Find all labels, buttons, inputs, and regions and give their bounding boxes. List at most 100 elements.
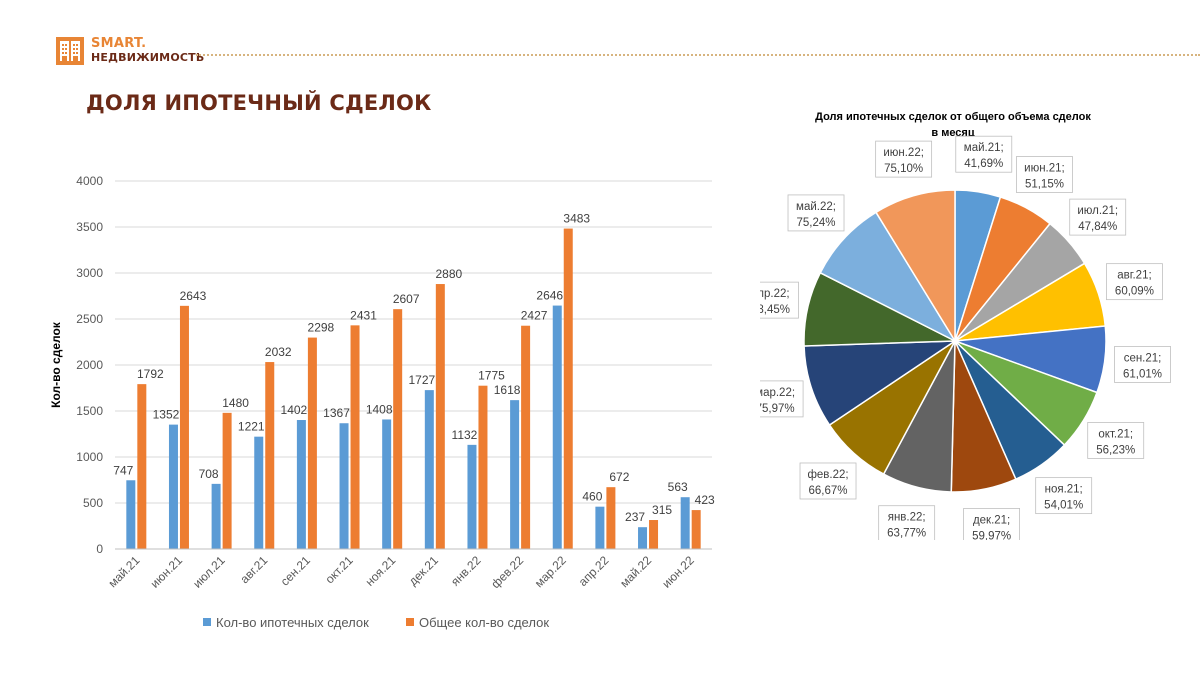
- pie-label-percent: 51,15%: [1025, 179, 1064, 191]
- pie-data-label: апр.22; 68,45%: [760, 281, 799, 319]
- pie-label-box: [760, 281, 799, 319]
- pie-data-label: июн.22; 75,10%: [875, 140, 933, 178]
- y-tick-label: 3500: [76, 220, 103, 234]
- pie-label-percent: 66,67%: [809, 485, 848, 497]
- pie-label-box: [1114, 346, 1171, 383]
- page-title: ДОЛЯ ИПОТЕЧНЫЙ СДЕЛОК: [86, 91, 432, 115]
- bar-total: [691, 510, 701, 549]
- pie-label-box: [1035, 477, 1093, 515]
- bar-mortgage: [680, 497, 690, 549]
- y-tick-label: 1500: [76, 404, 103, 418]
- bar-total: [307, 337, 317, 549]
- x-tick-label: фев.22: [488, 553, 526, 591]
- legend: Кол-во ипотечных сделок Общее кол-во сдел…: [203, 615, 549, 630]
- data-label-mortgage: 1132: [452, 428, 478, 442]
- data-label-mortgage: 1408: [366, 402, 393, 416]
- pie-label-month: июл.21;: [1077, 205, 1118, 217]
- y-tick-label: 2000: [76, 358, 103, 372]
- pie-slice: [819, 211, 958, 343]
- pie-label-month: дек.21;: [973, 514, 1010, 526]
- pie-label-percent: 75,10%: [884, 163, 923, 175]
- pie-data-label: авг.21; 60,09%: [1106, 263, 1163, 301]
- pie-data-label: ноя.21; 54,01%: [1035, 477, 1093, 515]
- data-label-total: 2607: [393, 292, 420, 306]
- pie-label-box: [799, 462, 857, 500]
- bar-total: [649, 520, 659, 549]
- pie-label-box: [1016, 156, 1073, 193]
- pie-label-month: янв.22;: [888, 512, 926, 524]
- logo-subtitle: НЕДВИЖИМОСТЬ: [91, 51, 205, 64]
- data-label-total: 1792: [137, 367, 164, 381]
- pie-label-percent: 56,23%: [1096, 444, 1135, 456]
- legend-label: Кол-во ипотечных сделок: [216, 615, 369, 630]
- bar-total: [222, 412, 232, 549]
- pie-label-month: июн.22;: [883, 147, 924, 159]
- x-tick-label: апр.22: [576, 553, 612, 589]
- x-tick-label: май.21: [105, 553, 142, 590]
- pie-label-percent: 41,69%: [964, 158, 1003, 170]
- pie-label-percent: 61,01%: [1123, 368, 1162, 380]
- pie-data-label: июн.21; 51,15%: [1016, 156, 1073, 193]
- pie-data-label: сен.21; 61,01%: [1114, 346, 1171, 383]
- bar-mortgage: [638, 527, 648, 549]
- building-icon: [56, 37, 84, 65]
- pie-data-label: мар.22; 75,97%: [760, 380, 804, 418]
- bar-mortgage: [339, 423, 349, 549]
- y-tick-label: 1000: [76, 450, 103, 464]
- pie-chart: Доля ипотечных сделок от общего объема с…: [760, 111, 1171, 540]
- x-tick-label: янв.22: [448, 553, 484, 589]
- bar-mortgage: [510, 400, 520, 549]
- y-tick-label: 2500: [76, 312, 103, 326]
- x-tick-label: ноя.21: [363, 553, 399, 589]
- pie-data-label: май.21; 41,69%: [955, 135, 1013, 173]
- data-label-mortgage: 563: [668, 480, 688, 494]
- bar-mortgage: [552, 305, 562, 549]
- x-tick-label: июн.21: [148, 553, 186, 591]
- data-label-total: 3483: [563, 212, 590, 226]
- data-label-total: 2298: [308, 321, 335, 335]
- pie-data-label: май.22; 75,24%: [787, 194, 845, 232]
- pie-data-label: окт.21; 56,23%: [1087, 422, 1145, 459]
- data-label-mortgage: 1367: [323, 406, 350, 420]
- pie-label-percent: 75,97%: [760, 403, 795, 415]
- x-tick-label: окт.21: [322, 553, 355, 586]
- y-tick-label: 500: [83, 496, 103, 510]
- pie-label-month: май.22;: [796, 201, 836, 213]
- bar-total: [179, 305, 189, 549]
- pie-label-month: май.21;: [964, 142, 1004, 154]
- data-label-mortgage: 747: [113, 463, 133, 477]
- logo: SMART. НЕДВИЖИМОСТЬ: [56, 37, 204, 65]
- pie-label-month: ноя.21;: [1045, 484, 1083, 496]
- legend-item: Кол-во ипотечных сделок: [203, 615, 369, 630]
- pie-label-box: [963, 508, 1021, 540]
- pie-label-percent: 60,09%: [1115, 286, 1154, 298]
- data-label-total: 1775: [478, 369, 505, 383]
- pie-label-percent: 54,01%: [1044, 500, 1083, 512]
- pie-label-percent: 59,97%: [972, 530, 1011, 540]
- data-label-mortgage: 1618: [494, 383, 521, 397]
- x-tick-label: мар.22: [532, 553, 569, 590]
- bar-mortgage: [254, 436, 264, 549]
- bar-total: [478, 385, 488, 549]
- x-tick-label: июл.21: [190, 553, 228, 591]
- pie-title: Доля ипотечных сделок от общего объема с…: [815, 111, 1091, 123]
- pie-data-label: фев.22; 66,67%: [799, 462, 857, 500]
- y-axis-title: Кол-во сделок: [49, 321, 63, 408]
- y-tick-label: 0: [96, 542, 103, 556]
- header-divider: [196, 54, 1200, 56]
- bar-total: [563, 228, 573, 549]
- data-label-mortgage: 1352: [153, 408, 180, 422]
- pie-label-box: [875, 140, 933, 178]
- x-tick-label: июн.22: [659, 553, 697, 591]
- data-label-total: 1480: [222, 396, 249, 410]
- y-tick-label: 3000: [76, 266, 103, 280]
- pie-label-percent: 75,24%: [797, 217, 836, 229]
- x-tick-label: май.22: [617, 553, 654, 590]
- pie-label-percent: 68,45%: [760, 304, 790, 316]
- pie-label-box: [1087, 422, 1145, 459]
- pie-label-month: апр.22;: [760, 288, 790, 300]
- bar-total: [606, 487, 616, 549]
- bar-total: [521, 325, 531, 549]
- bar-mortgage: [126, 480, 136, 549]
- data-label-mortgage: 2646: [536, 289, 563, 303]
